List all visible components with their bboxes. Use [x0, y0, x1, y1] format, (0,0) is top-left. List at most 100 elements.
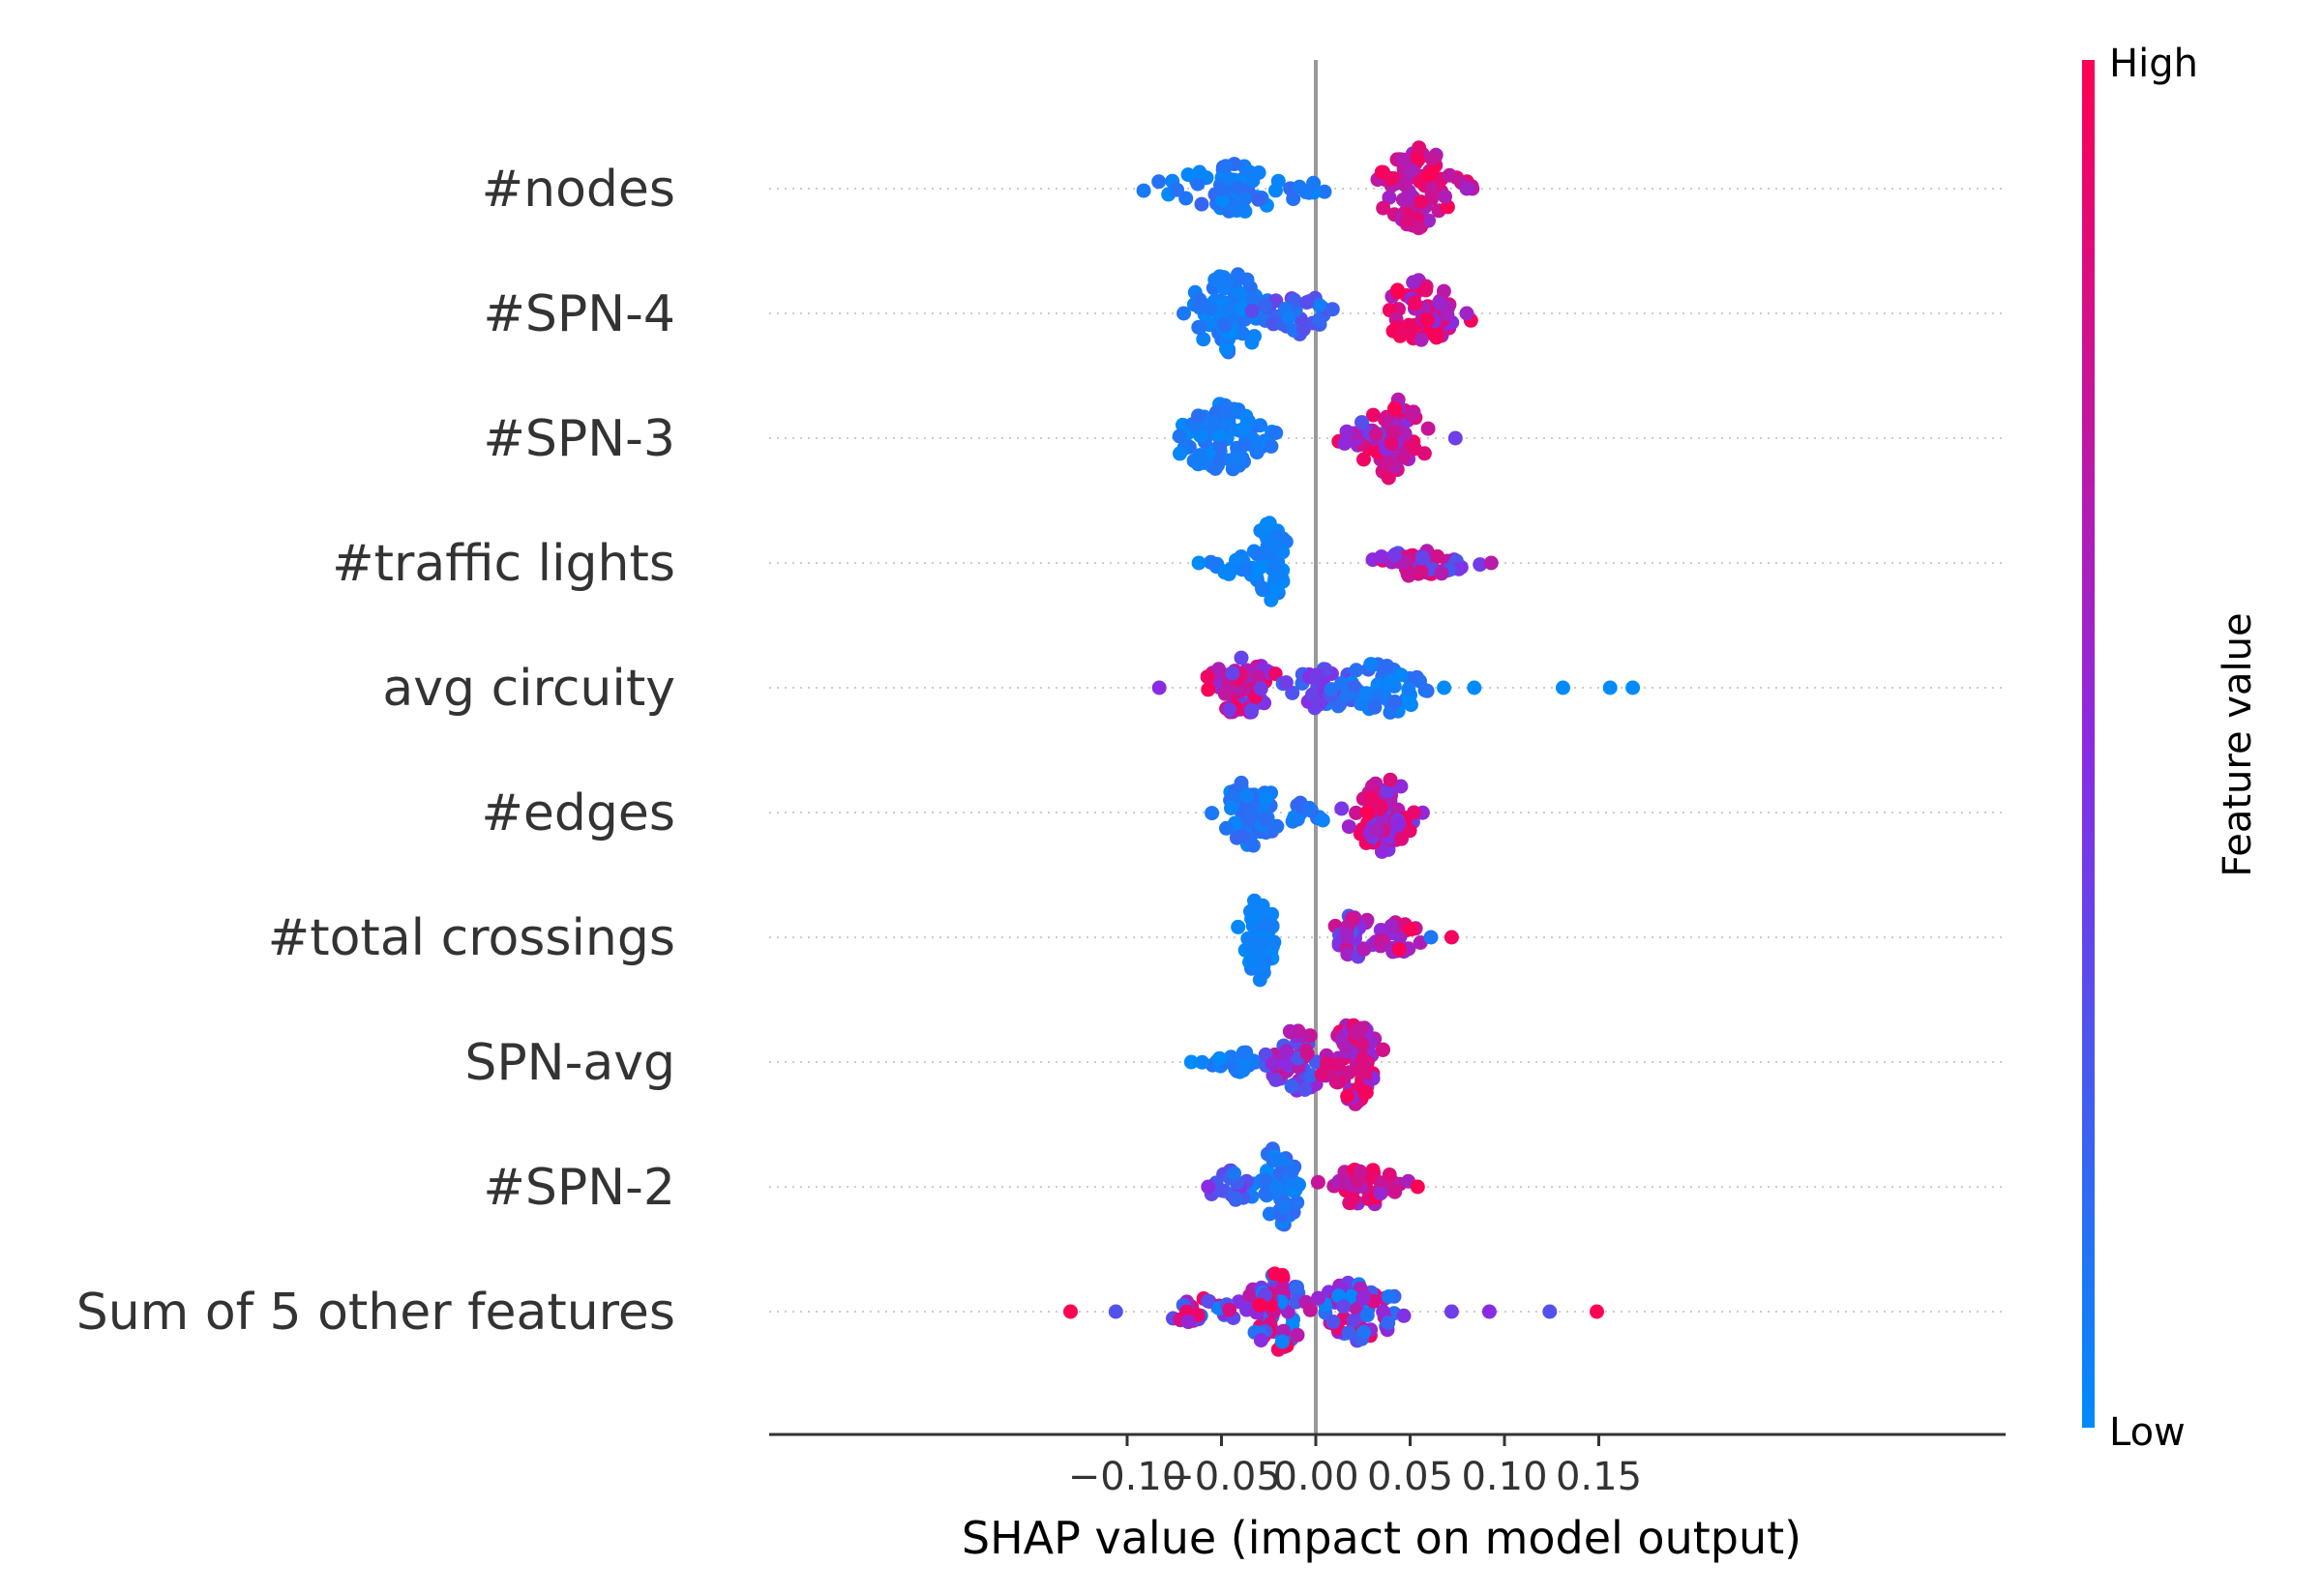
shap-point — [1312, 298, 1327, 313]
shap-point — [1295, 322, 1311, 338]
shap-point — [1383, 772, 1398, 787]
shap-point — [1236, 421, 1252, 436]
shap-point — [1252, 1297, 1267, 1313]
shap-point — [1290, 1327, 1305, 1343]
shap-point — [1222, 702, 1237, 717]
shap-point — [1204, 554, 1218, 570]
shap-point — [1254, 580, 1269, 596]
shap-point — [1284, 1164, 1299, 1179]
shap-point — [1336, 1299, 1352, 1315]
shap-point — [1391, 942, 1407, 957]
shap-point — [1386, 425, 1402, 440]
shap-point — [1283, 1024, 1298, 1040]
shap-point — [1447, 430, 1463, 446]
shap-point — [1380, 783, 1395, 799]
shap-point — [1201, 1293, 1216, 1309]
shap-point — [1245, 953, 1261, 968]
shap-point — [1258, 812, 1273, 827]
shap-point — [1187, 419, 1203, 434]
shap-point — [1221, 301, 1236, 316]
shap-point — [1368, 427, 1384, 442]
shap-point — [1225, 665, 1240, 681]
shap-point — [1258, 298, 1273, 313]
shap-point — [1334, 801, 1350, 816]
shap-point — [1264, 438, 1279, 454]
shap-point — [1306, 175, 1322, 191]
shap-point — [1419, 312, 1435, 328]
shap-point — [1402, 823, 1417, 839]
shap-point — [1232, 451, 1247, 466]
feature-label: #SPN-3 — [483, 410, 675, 468]
shap-point — [1442, 167, 1457, 183]
shap-point — [1192, 448, 1207, 463]
shap-point — [1234, 650, 1249, 665]
shap-point — [1343, 1288, 1358, 1304]
shap-point — [1200, 669, 1215, 685]
x-axis: −0.10−0.050.00 0.05 0.10 0.15 — [769, 1433, 2006, 1499]
shap-point — [1338, 1039, 1354, 1054]
shap-point — [1556, 680, 1570, 695]
shap-point — [1290, 812, 1305, 827]
shap-point — [1310, 1174, 1325, 1190]
shap-point — [1459, 181, 1474, 196]
shap-point — [1365, 407, 1381, 423]
colorbar-gradient — [2082, 60, 2095, 1428]
shap-point — [1356, 941, 1372, 957]
x-tick-label: 0.10 — [1461, 1455, 1547, 1499]
shap-point — [1590, 1304, 1604, 1319]
shap-point — [1387, 400, 1402, 416]
shap-point — [1252, 972, 1267, 988]
shap-point — [1467, 680, 1482, 695]
shap-point — [1268, 1072, 1284, 1087]
colorbar-title: Feature value — [2216, 612, 2260, 876]
shap-point — [1290, 1195, 1305, 1210]
shap-point — [1239, 788, 1255, 804]
shap-point — [1349, 1025, 1364, 1041]
shap-point — [1151, 174, 1167, 190]
shap-point — [1325, 302, 1340, 317]
shap-point — [1401, 568, 1416, 583]
shap-point — [1235, 326, 1250, 341]
shap-point — [1339, 424, 1354, 439]
shap-point — [1345, 911, 1360, 927]
shap-point — [1267, 666, 1283, 682]
colorbar-low-label: Low — [2109, 1410, 2186, 1455]
shap-point — [1243, 703, 1259, 719]
x-tick-label: 0.00 — [1272, 1455, 1358, 1499]
shap-point — [1302, 1302, 1318, 1317]
shap-point — [1245, 292, 1261, 308]
shap-point — [1301, 800, 1317, 815]
shap-point — [1383, 673, 1398, 689]
feature-label: #SPN-2 — [483, 1159, 675, 1217]
shap-point — [1192, 292, 1207, 308]
shap-point — [1258, 791, 1273, 807]
shap-point — [1415, 550, 1430, 566]
colorbar-high-label: High — [2109, 42, 2198, 86]
shap-point — [1315, 813, 1330, 828]
shap-point — [1381, 470, 1396, 486]
shap-point — [1312, 312, 1326, 328]
shap-point — [1236, 437, 1252, 453]
shap-point — [1349, 663, 1364, 678]
shap-point — [1173, 446, 1187, 461]
shap-point — [1136, 183, 1151, 198]
shap-point — [1195, 1054, 1209, 1070]
shap-point — [1408, 296, 1423, 311]
shap-point — [1274, 1334, 1290, 1349]
shap-point — [1192, 319, 1207, 335]
shap-point — [1203, 301, 1218, 316]
shap-point — [1431, 295, 1446, 310]
shap-point — [1403, 922, 1418, 937]
shap-point — [1258, 1186, 1273, 1201]
shap-point — [1384, 171, 1399, 186]
shap-point — [1473, 557, 1488, 573]
shap-point — [1277, 1199, 1293, 1215]
shap-point — [1151, 680, 1167, 695]
shap-point — [1417, 683, 1433, 698]
shap-point — [1180, 1315, 1196, 1330]
shap-point — [1218, 159, 1234, 174]
shap-point — [1354, 415, 1369, 430]
shap-point — [1412, 140, 1427, 156]
shap-point — [1393, 779, 1409, 794]
shap-point — [1243, 808, 1259, 822]
